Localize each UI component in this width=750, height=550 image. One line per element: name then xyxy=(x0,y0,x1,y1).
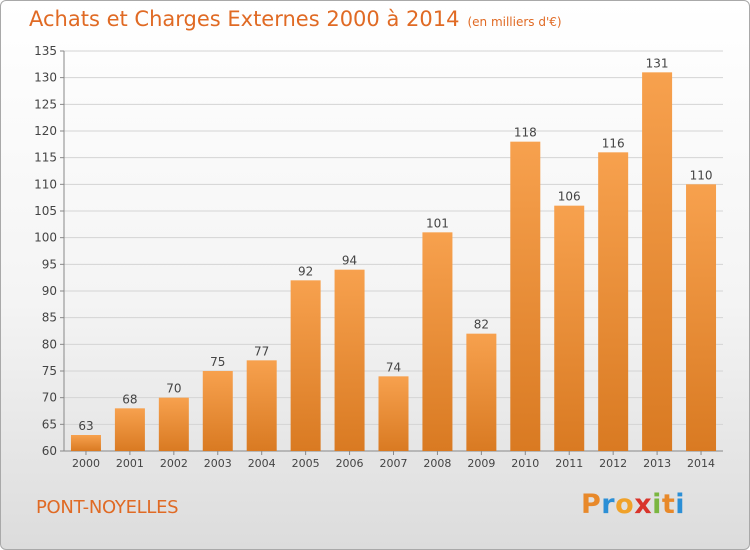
chart-title-text: Achats et Charges Externes 2000 à 2014 xyxy=(29,7,460,31)
x-tick-label: 2013 xyxy=(643,457,671,470)
logo-letter: r xyxy=(601,489,616,520)
bar xyxy=(290,280,321,451)
commune-name: PONT-NOYELLES xyxy=(36,497,179,518)
y-tick-label: 70 xyxy=(42,391,57,405)
y-tick-label: 65 xyxy=(42,417,57,431)
x-tick-label: 2001 xyxy=(116,457,144,470)
y-tick-label: 95 xyxy=(42,257,57,271)
logo-letter: x xyxy=(634,489,653,520)
y-tick-label: 115 xyxy=(34,151,57,165)
y-tick-label: 120 xyxy=(34,124,57,138)
x-tick-label: 2014 xyxy=(687,457,715,470)
x-tick-label: 2005 xyxy=(292,457,320,470)
bar xyxy=(554,205,585,451)
x-tick-label: 2000 xyxy=(72,457,100,470)
proxiti-logo: Proxiti xyxy=(581,489,685,520)
y-tick-label: 130 xyxy=(34,71,57,85)
y-tick-label: 90 xyxy=(42,284,57,298)
data-label: 68 xyxy=(122,392,137,406)
logo-letter: P xyxy=(581,489,602,520)
data-label: 70 xyxy=(166,382,181,396)
y-tick-label: 75 xyxy=(42,364,57,378)
bar xyxy=(246,360,277,451)
bars xyxy=(70,72,717,452)
logo-letter: t xyxy=(661,489,676,520)
data-labels: 63 68 70 75 77 92 94 74 101 82 118 106 116 131 110 xyxy=(78,56,712,433)
y-tick-label: 135 xyxy=(34,44,57,58)
y-tick-label: 125 xyxy=(34,97,57,111)
data-label: 75 xyxy=(210,355,225,369)
bar xyxy=(466,333,497,451)
bar xyxy=(114,408,145,451)
y-tick-label: 100 xyxy=(34,231,57,245)
data-label: 82 xyxy=(474,318,489,332)
data-label: 74 xyxy=(386,360,401,374)
bar xyxy=(378,376,409,451)
x-tick-label: 2011 xyxy=(555,457,583,470)
bar xyxy=(422,232,453,451)
x-tick-label: 2007 xyxy=(380,457,408,470)
data-label: 101 xyxy=(426,216,449,230)
bar xyxy=(334,269,365,451)
bar xyxy=(158,397,189,451)
data-label: 131 xyxy=(646,56,669,70)
x-tick-label: 2004 xyxy=(248,457,276,470)
logo-letter: i xyxy=(652,489,662,520)
y-tick-label: 110 xyxy=(34,177,57,191)
y-tick-label: 85 xyxy=(42,311,57,325)
x-tick-label: 2006 xyxy=(336,457,364,470)
data-label: 77 xyxy=(254,344,269,358)
data-label: 118 xyxy=(514,126,537,140)
bar xyxy=(202,371,233,451)
bar xyxy=(70,435,101,451)
logo-letter: o xyxy=(615,489,635,520)
data-label: 63 xyxy=(78,419,93,433)
bar xyxy=(686,184,717,452)
bar xyxy=(642,72,673,451)
x-tick-label: 2002 xyxy=(160,457,188,470)
bar xyxy=(598,152,629,452)
x-tick-label: 2003 xyxy=(204,457,232,470)
logo-letter: i xyxy=(675,489,686,520)
x-tick-labels: 2000 2001 2002 2003 2004 2005 2006 2007 2008 2009… xyxy=(72,451,715,470)
x-tick-label: 2008 xyxy=(423,457,451,470)
chart-subtitle: (en milliers d'€) xyxy=(467,15,562,29)
chart-title: Achats et Charges Externes 2000 à 2014 (e… xyxy=(29,7,562,31)
y-tick-label: 60 xyxy=(42,444,57,458)
data-label: 94 xyxy=(342,254,357,268)
y-tick-label: 105 xyxy=(34,204,57,218)
data-label: 106 xyxy=(558,190,581,204)
x-tick-label: 2012 xyxy=(599,457,627,470)
bar xyxy=(510,141,541,451)
data-label: 110 xyxy=(690,168,713,182)
y-tick-labels: 60 65 70 75 80 85 90 95 100 105 110 115 120 125 130 135 xyxy=(34,44,57,458)
data-label: 92 xyxy=(298,264,313,278)
y-tick-label: 80 xyxy=(42,337,57,351)
x-tick-label: 2010 xyxy=(511,457,539,470)
data-label: 116 xyxy=(602,136,625,150)
x-tick-label: 2009 xyxy=(467,457,495,470)
